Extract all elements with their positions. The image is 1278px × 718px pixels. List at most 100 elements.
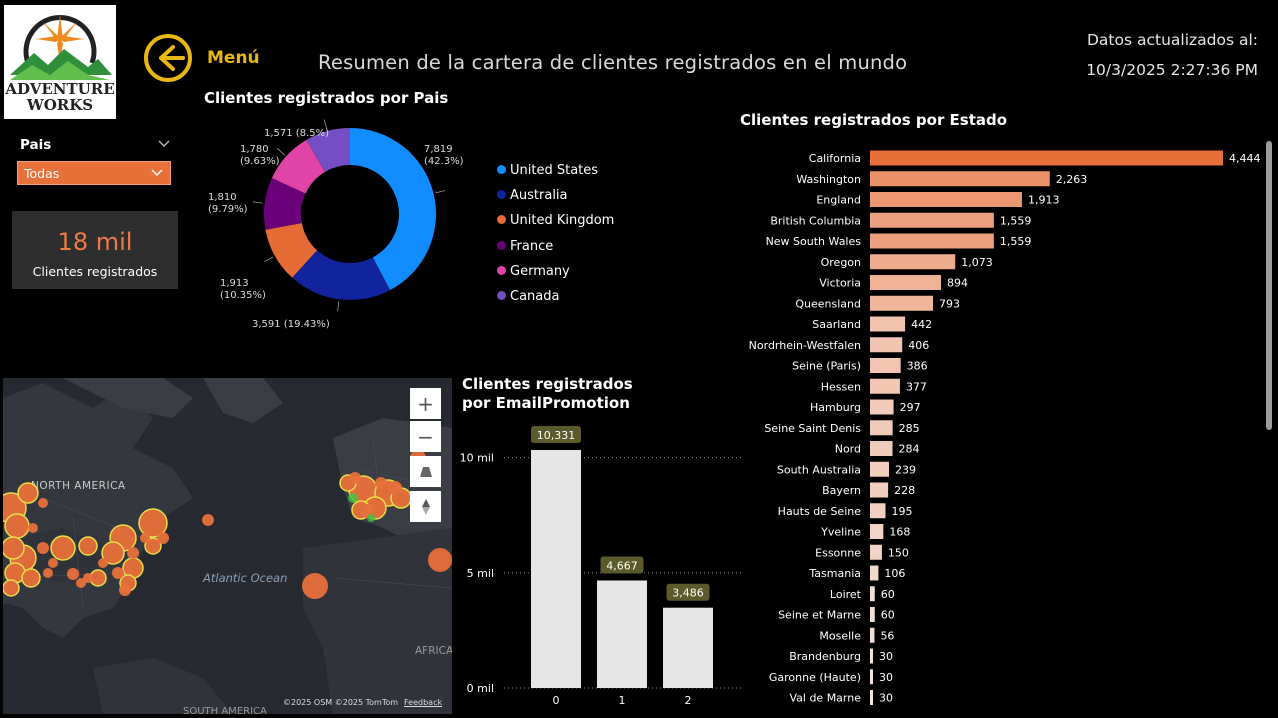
tilt-button[interactable] xyxy=(410,456,441,487)
customer-map[interactable]: NORTH AMERICA Atlantic Ocean AFRICA SOUT… xyxy=(3,378,452,714)
bar[interactable] xyxy=(870,171,1050,187)
pais-filter-label: Pais xyxy=(20,137,52,153)
donut-slice[interactable] xyxy=(306,128,350,172)
bar[interactable] xyxy=(531,450,581,688)
menu-link[interactable]: Menú xyxy=(207,48,260,68)
bar[interactable] xyxy=(870,544,882,560)
data-label: 285 xyxy=(899,422,920,435)
logo-text-line1: ADVENTURE xyxy=(5,80,115,98)
y-category-label: South Australia xyxy=(777,463,861,476)
kpi-card: 18 mil Clientes registrados xyxy=(12,211,178,289)
bar[interactable] xyxy=(870,648,873,664)
bar[interactable] xyxy=(870,524,884,539)
updated-label: Datos actualizados al: xyxy=(1086,31,1258,49)
y-category-label: Moselle xyxy=(819,629,861,642)
data-label-bg xyxy=(531,426,581,443)
zoom-out-button[interactable]: − xyxy=(410,421,441,452)
y-category-label: British Columbia xyxy=(770,214,861,227)
data-label: 150 xyxy=(888,546,909,559)
legend-item-canada[interactable]: Canada xyxy=(497,289,559,304)
bar[interactable] xyxy=(870,378,900,394)
data-label: 2,263 xyxy=(1056,173,1088,186)
bar[interactable] xyxy=(663,607,713,688)
data-label: 1,073 xyxy=(961,256,993,269)
map-label-south-america: SOUTH AMERICA xyxy=(183,706,267,714)
data-label: 168 xyxy=(889,526,910,539)
x-tick-label: 1 xyxy=(619,694,626,707)
x-tick-label: 2 xyxy=(685,694,692,707)
plus-icon: + xyxy=(417,391,434,416)
donut-slice[interactable] xyxy=(350,128,436,291)
bar[interactable] xyxy=(870,150,1223,166)
legend-label: Australia xyxy=(510,188,568,203)
bar[interactable] xyxy=(870,275,942,290)
y-category-label: Seine (Paris) xyxy=(792,360,861,373)
donut-data-label: 1,913 (10.35%) xyxy=(220,278,266,301)
bar[interactable] xyxy=(870,503,886,519)
bar[interactable] xyxy=(870,254,956,270)
legend-item-united-states[interactable]: United States xyxy=(497,163,598,178)
legend-item-united-kingdom[interactable]: United Kingdom xyxy=(497,213,614,228)
donut-chart: 7,819 (42.3%) 3,591 (19.43%) 1,913 (10.35%) 1… xyxy=(208,119,464,330)
donut-data-label: 7,819 (42.3%) xyxy=(424,144,464,167)
data-label: 30 xyxy=(879,692,893,705)
donut-slice[interactable] xyxy=(265,222,318,278)
y-category-label: Hamburg xyxy=(810,401,861,414)
arrow-left-circle-icon[interactable] xyxy=(143,33,193,83)
bar[interactable] xyxy=(870,586,875,602)
data-label: 60 xyxy=(881,609,895,622)
bar[interactable] xyxy=(870,441,893,456)
bar[interactable] xyxy=(870,316,906,332)
chevron-down-icon[interactable] xyxy=(158,140,170,148)
email-chart-title: Clientes registrados por EmailPromotion xyxy=(462,375,633,412)
data-label-bg xyxy=(600,556,644,574)
donut-slice[interactable] xyxy=(264,178,306,230)
donut-slice[interactable] xyxy=(292,250,390,300)
zoom-in-button[interactable]: + xyxy=(410,388,441,419)
scrollbar-thumb[interactable] xyxy=(1266,141,1272,430)
y-category-label: Saarland xyxy=(812,318,861,331)
bar[interactable] xyxy=(870,212,994,228)
bar[interactable] xyxy=(870,358,901,373)
bar[interactable] xyxy=(870,627,875,643)
bar[interactable] xyxy=(870,669,873,685)
y-category-label: Washington xyxy=(796,173,861,186)
data-label: 30 xyxy=(879,671,893,684)
bar[interactable] xyxy=(870,233,994,249)
donut-slice[interactable] xyxy=(271,139,326,194)
legend-label: Canada xyxy=(510,289,560,304)
bar[interactable] xyxy=(870,295,933,311)
legend-item-australia[interactable]: Australia xyxy=(497,188,568,203)
bar[interactable] xyxy=(870,565,879,581)
data-label: 195 xyxy=(891,505,912,518)
data-label: 228 xyxy=(894,484,915,497)
legend-item-france[interactable]: France xyxy=(497,239,553,254)
donut-leader-line xyxy=(435,190,446,194)
kpi-value: 18 mil xyxy=(57,228,133,256)
legend-dot xyxy=(497,215,506,224)
map-bubbles xyxy=(3,450,452,599)
bar[interactable] xyxy=(870,337,903,353)
kpi-label: Clientes registrados xyxy=(32,264,158,279)
y-tick-label: 10 mil xyxy=(460,452,494,465)
legend-label: Germany xyxy=(510,264,570,279)
map-background xyxy=(3,378,452,714)
email-promotion-chart: 0 mil 5 mil 10 mil 10,331 0 4,667 1 3,486 2 xyxy=(460,426,742,707)
compass-button[interactable] xyxy=(410,491,441,522)
bar[interactable] xyxy=(870,399,894,415)
data-label: 297 xyxy=(900,401,921,414)
bar[interactable] xyxy=(870,482,889,498)
map-label-africa: AFRICA xyxy=(415,645,452,657)
map-feedback-link[interactable]: Feedback xyxy=(404,698,443,707)
legend-item-germany[interactable]: Germany xyxy=(497,264,570,279)
bar[interactable] xyxy=(870,690,873,705)
pais-dropdown[interactable]: Todas xyxy=(17,161,171,185)
bar[interactable] xyxy=(870,192,1022,207)
x-tick-label: 0 xyxy=(553,694,560,707)
bar[interactable] xyxy=(870,420,893,436)
bar[interactable] xyxy=(597,580,647,688)
bar[interactable] xyxy=(870,607,875,622)
y-category-label: Nord xyxy=(835,443,861,456)
bar[interactable] xyxy=(870,461,889,477)
y-category-label: Hauts de Seine xyxy=(778,505,862,518)
